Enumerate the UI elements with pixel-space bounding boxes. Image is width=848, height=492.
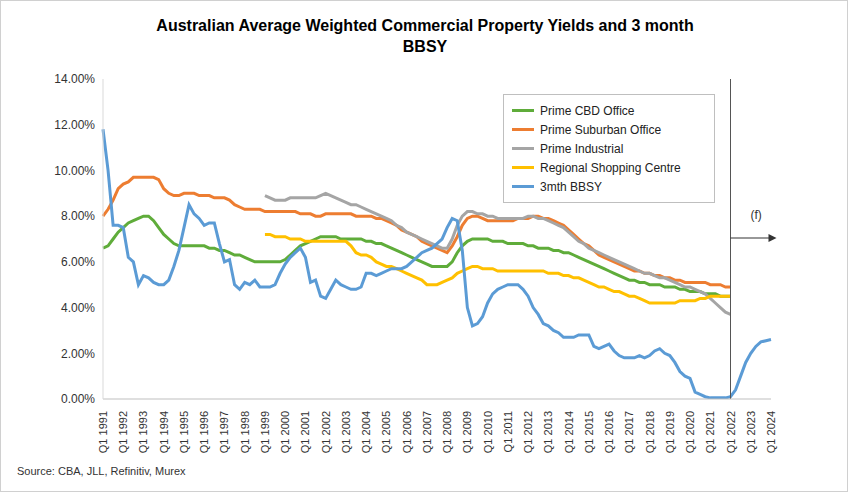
svg-text:Q1 1996: Q1 1996 [198,411,210,453]
svg-text:2.00%: 2.00% [61,347,95,361]
svg-text:Q1 2022: Q1 2022 [725,411,737,453]
svg-text:0.00%: 0.00% [61,392,95,406]
html-text:Source: CBA, JLL, Refinitiv, M: Source: CBA, JLL, Refinitiv, Murex [17,465,186,477]
svg-text:Q1 1993: Q1 1993 [137,411,149,453]
svg-text:Q1 1997: Q1 1997 [218,411,230,453]
svg-text:4.00%: 4.00% [61,301,95,315]
svg-text:Q1 2003: Q1 2003 [340,411,352,453]
svg-text:Q1 2014: Q1 2014 [563,411,575,453]
svg-text:Q1 2000: Q1 2000 [279,411,291,453]
svg-text:Q1 2006: Q1 2006 [401,411,413,453]
svg-text:Q1 1991: Q1 1991 [97,411,109,453]
svg-text:Q1 2002: Q1 2002 [320,411,332,453]
html-text:Prime CBD Office: Prime CBD Office [540,103,635,118]
svg-text:Q1 1999: Q1 1999 [259,411,271,453]
svg-text:Q1 2015: Q1 2015 [583,411,595,453]
html-text:3mth BBSY: 3mth BBSY [540,179,602,194]
svg-text:Q1 2007: Q1 2007 [421,411,433,453]
svg-text:14.00%: 14.00% [54,72,95,86]
svg-text:Q1 2011: Q1 2011 [502,411,514,452]
html-text:Prime Industrial: Prime Industrial [540,141,624,156]
svg-text:Q1 2024: Q1 2024 [765,411,777,453]
svg-text:Q1 2004: Q1 2004 [360,411,372,453]
svg-text:8.00%: 8.00% [61,209,95,223]
svg-text:Q1 2020: Q1 2020 [684,411,696,453]
svg-text:Q1 2009: Q1 2009 [461,411,473,453]
svg-text:Q1 1992: Q1 1992 [117,411,129,453]
svg-text:12.00%: 12.00% [54,118,95,132]
svg-text:Q1 2018: Q1 2018 [644,411,656,453]
html-text:Australian Average Weighted Co: Australian Average Weighted Commercial P… [156,17,694,55]
svg-text:Q1 1994: Q1 1994 [158,411,170,453]
svg-text:Q1 2013: Q1 2013 [542,411,554,453]
svg-text:(f): (f) [751,208,762,222]
svg-text:Q1 1995: Q1 1995 [178,411,190,453]
svg-text:Q1 2012: Q1 2012 [522,411,534,453]
html-text:Prime Suburban Office: Prime Suburban Office [540,122,662,137]
svg-text:Q1 1998: Q1 1998 [239,411,251,453]
svg-text:6.00%: 6.00% [61,255,95,269]
svg-text:Q1 2019: Q1 2019 [664,411,676,453]
svg-text:Q1 2021: Q1 2021 [704,411,716,453]
svg-text:Q1 2008: Q1 2008 [441,411,453,453]
html-text:Regional Shopping Centre: Regional Shopping Centre [540,160,681,175]
svg-text:Q1 2023: Q1 2023 [745,411,757,453]
svg-text:Q1 2017: Q1 2017 [623,411,635,453]
svg-text:Q1 2016: Q1 2016 [603,411,615,453]
svg-text:10.00%: 10.00% [54,164,95,178]
svg-text:Q1 2001: Q1 2001 [299,411,311,453]
svg-text:Q1 2005: Q1 2005 [380,411,392,453]
svg-text:Q1 2010: Q1 2010 [482,411,494,453]
